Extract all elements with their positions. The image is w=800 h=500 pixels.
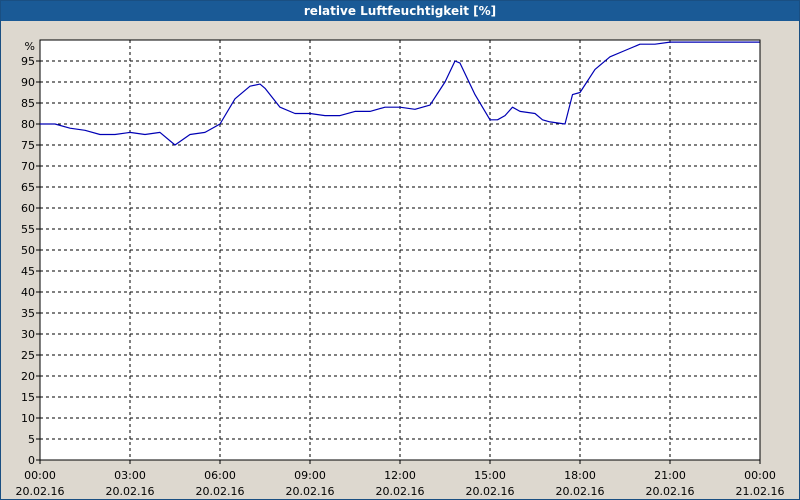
y-tick-label: 35: [21, 307, 35, 320]
y-tick-label: 30: [21, 328, 35, 341]
x-tick-time-label: 00:00: [24, 469, 56, 482]
series-line-0: [40, 41, 760, 146]
y-tick-label: 5: [28, 433, 35, 446]
y-tick-label: 15: [21, 391, 35, 404]
y-tick-label: 40: [21, 286, 35, 299]
y-tick-label: 85: [21, 97, 35, 110]
x-tick-date-label: 20.02.16: [106, 485, 155, 498]
y-tick-label: 55: [21, 223, 35, 236]
x-tick-time-label: 09:00: [294, 469, 326, 482]
y-tick-label: 70: [21, 160, 35, 173]
x-tick-time-label: 21:00: [654, 469, 686, 482]
y-tick-label: 0: [28, 454, 35, 467]
y-tick-label: 95: [21, 55, 35, 68]
series-layer: [40, 41, 760, 146]
x-tick-date-label: 20.02.16: [196, 485, 245, 498]
x-tick-time-label: 12:00: [384, 469, 416, 482]
y-axis-label: %: [25, 40, 35, 53]
x-tick-date-label: 20.02.16: [16, 485, 65, 498]
y-tick-label: 10: [21, 412, 35, 425]
y-tick-label: 80: [21, 118, 35, 131]
x-tick-time-label: 00:00: [744, 469, 776, 482]
y-tick-label: 75: [21, 139, 35, 152]
x-tick-time-label: 03:00: [114, 469, 146, 482]
chart-title: relative Luftfeuchtigkeit [%]: [1, 1, 799, 21]
y-tick-label: 25: [21, 349, 35, 362]
x-tick-date-label: 20.02.16: [466, 485, 515, 498]
x-tick-date-label: 20.02.16: [556, 485, 605, 498]
y-tick-label: 45: [21, 265, 35, 278]
x-tick-date-label: 21.02.16: [736, 485, 785, 498]
y-tick-label: 20: [21, 370, 35, 383]
x-tick-time-label: 15:00: [474, 469, 506, 482]
y-tick-label: 90: [21, 76, 35, 89]
x-axis: 00:00 20.02.16 03:00 20.02.16 06:00 20.02.16 0…: [16, 460, 785, 498]
y-tick-label: 50: [21, 244, 35, 257]
y-axis: 0 5 10 15 20 25 30 35 40 45 50 55 60 65 70 75 80 85 90 95%: [21, 40, 40, 467]
x-tick-date-label: 20.02.16: [286, 485, 335, 498]
x-tick-date-label: 20.02.16: [376, 485, 425, 498]
x-tick-time-label: 18:00: [564, 469, 596, 482]
grid: [40, 40, 760, 460]
y-tick-label: 65: [21, 181, 35, 194]
x-tick-time-label: 06:00: [204, 469, 236, 482]
x-tick-date-label: 20.02.16: [646, 485, 695, 498]
y-tick-label: 60: [21, 202, 35, 215]
